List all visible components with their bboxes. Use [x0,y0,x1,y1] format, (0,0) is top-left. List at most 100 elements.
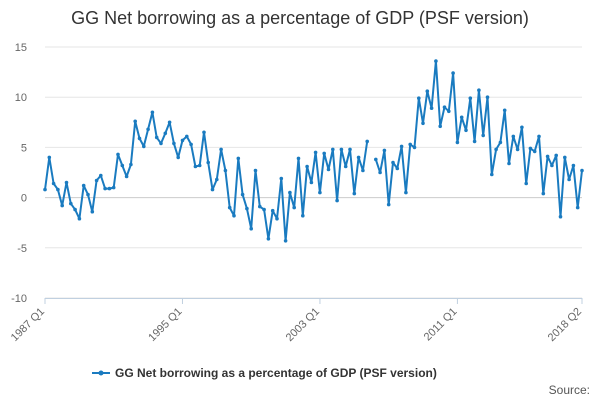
data-point [507,161,511,166]
data-point [51,181,56,186]
data-point [511,134,516,139]
data-point [550,163,554,168]
data-point [309,180,314,185]
legend[interactable]: GG Net borrowing as a percentage of GDP … [92,366,437,380]
data-point [442,105,447,109]
data-point [464,128,468,133]
data-point [90,209,95,214]
data-point [301,213,305,218]
data-point [189,142,193,147]
data-point [348,147,352,152]
data-point [494,147,498,152]
y-tick-label: 0 [21,193,27,205]
data-point [558,214,563,219]
data-point [180,138,185,143]
data-point [206,160,210,165]
data-point [399,144,404,149]
data-point [167,120,172,125]
data-point [335,198,339,203]
data-point [86,192,90,197]
data-point [142,144,146,149]
x-tick-label: 2003 Q1 [284,306,322,344]
data-point [571,163,576,168]
data-point [472,139,477,144]
data-point [455,140,460,145]
data-point [318,190,322,195]
data-point [343,164,348,169]
data-point [120,163,125,168]
data-point [137,136,142,141]
data-point [331,147,335,152]
y-tick-label: 15 [15,42,27,54]
data-point [434,59,438,63]
source-label: Source: [549,383,590,397]
data-point [520,125,524,130]
data-point [481,133,486,138]
data-point [515,147,520,152]
data-point [240,192,245,197]
data-point [412,145,417,150]
data-point [408,142,413,147]
y-tick-label: -10 [11,293,27,305]
data-point [425,89,430,93]
data-point [223,168,228,173]
data-point [279,176,284,181]
data-point [374,157,378,162]
data-point [339,147,344,152]
x-tick-label: 2011 Q1 [422,306,460,344]
data-point [227,205,232,210]
data-point [111,185,116,190]
data-point [532,149,537,154]
data-point [296,156,301,161]
data-point [429,106,434,110]
data-point [537,134,541,139]
data-point [541,191,546,196]
data-point [459,115,464,120]
data-point [176,155,180,160]
data-point [352,191,357,196]
x-tick-label: 1987 Q1 [9,306,47,344]
data-point [133,119,137,124]
data-point [69,201,73,206]
data-point [202,130,206,135]
data-point [468,96,473,100]
x-axis: 1987 Q1 1995 Q1 2003 Q1 2011 Q1 2018 Q2 [9,298,584,344]
data-point [322,151,327,156]
data-point [365,139,370,144]
data-point [524,181,528,186]
data-point [56,187,60,192]
data-point [283,239,288,243]
data-point [60,203,64,208]
data-point [99,173,103,178]
data-point [477,88,481,92]
data-point [275,216,279,221]
data-point [236,156,241,161]
data-point [567,177,571,182]
data-point [502,108,507,113]
data-point [129,162,133,167]
data-point [545,154,550,159]
data-point [253,168,258,173]
data-point [43,187,47,192]
data-point [77,216,82,221]
data-point [305,164,309,169]
data-point [563,155,567,160]
data-point [154,135,159,140]
data-point [94,178,99,183]
data-point [391,160,395,165]
data-point [172,141,176,146]
data-point [356,155,361,160]
data-point [417,96,421,100]
data-point [313,150,318,155]
data-point [451,71,455,75]
data-point [47,155,52,160]
data-point [580,168,584,173]
data-point [159,141,163,146]
data-point [498,140,503,145]
data-point [361,168,365,173]
data-point [395,166,400,171]
data-point [107,186,112,191]
data-point [215,177,219,182]
data-point [382,148,387,153]
